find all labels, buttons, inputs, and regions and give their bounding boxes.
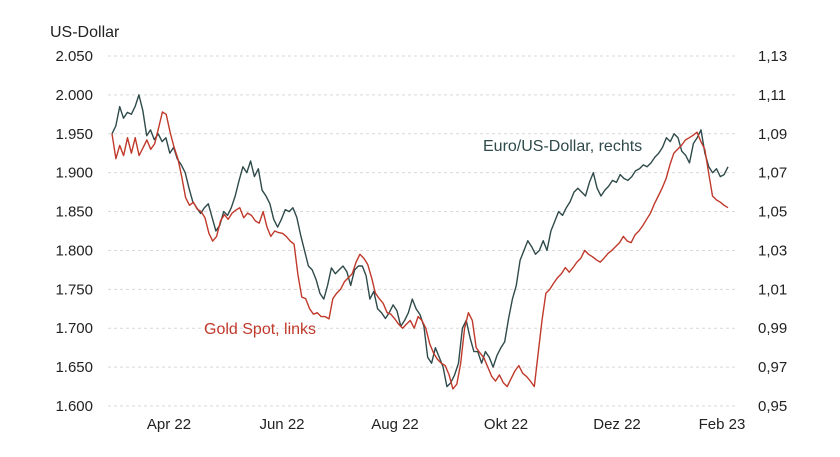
series-line-eur-usd xyxy=(111,94,729,388)
y-left-axis-ticks: 2.050 2.000 1.950 1.900 1.850 1.800 1.750 1.700… xyxy=(55,48,93,415)
series-layer xyxy=(111,94,729,390)
series-label-eurusd: Euro/US-Dollar, rechts xyxy=(483,138,642,155)
y-right-tick-label: 1,09 xyxy=(758,126,787,143)
series-label-gold: Gold Spot, links xyxy=(204,321,316,338)
x-tick-label: Jun 22 xyxy=(259,416,304,433)
y-right-tick-label: 0,99 xyxy=(758,320,787,337)
y-left-tick-label: 1.850 xyxy=(55,204,93,221)
y-left-tick-label: 2.050 xyxy=(55,48,93,65)
x-tick-label: Apr 22 xyxy=(147,416,191,433)
y-right-tick-label: 0,97 xyxy=(758,359,787,376)
y-right-tick-label: 1,13 xyxy=(758,48,787,65)
y-left-axis-title: US-Dollar xyxy=(50,24,120,41)
grid-lines xyxy=(108,55,735,407)
y-left-tick-label: 1.950 xyxy=(55,126,93,143)
y-right-axis-ticks: 1,13 1,11 1,09 1,07 1,05 1,03 1,01 0,99 0,97 0,95 xyxy=(758,48,787,415)
y-left-tick-label: 2.000 xyxy=(55,87,93,104)
series-line-gold-spot xyxy=(111,111,729,390)
y-left-tick-label: 1.600 xyxy=(55,398,93,415)
y-right-tick-label: 1,11 xyxy=(758,87,786,104)
y-right-tick-label: 0,95 xyxy=(758,398,787,415)
y-left-tick-label: 1.700 xyxy=(55,320,93,337)
y-left-tick-label: 1.750 xyxy=(55,281,93,298)
y-right-tick-label: 1,05 xyxy=(758,204,787,221)
y-left-tick-label: 1.650 xyxy=(55,359,93,376)
x-tick-label: Okt 22 xyxy=(484,416,528,433)
y-right-tick-label: 1,07 xyxy=(758,165,787,182)
x-tick-label: Feb 23 xyxy=(699,416,746,433)
y-right-tick-label: 1,01 xyxy=(758,281,787,298)
x-tick-label: Aug 22 xyxy=(371,416,419,433)
y-left-tick-label: 1.900 xyxy=(55,165,93,182)
x-axis-ticks: Apr 22 Jun 22 Aug 22 Okt 22 Dez 22 Feb 23 xyxy=(147,416,745,433)
y-left-tick-label: 1.800 xyxy=(55,242,93,259)
x-tick-label: Dez 22 xyxy=(593,416,641,433)
y-right-tick-label: 1,03 xyxy=(758,242,787,259)
